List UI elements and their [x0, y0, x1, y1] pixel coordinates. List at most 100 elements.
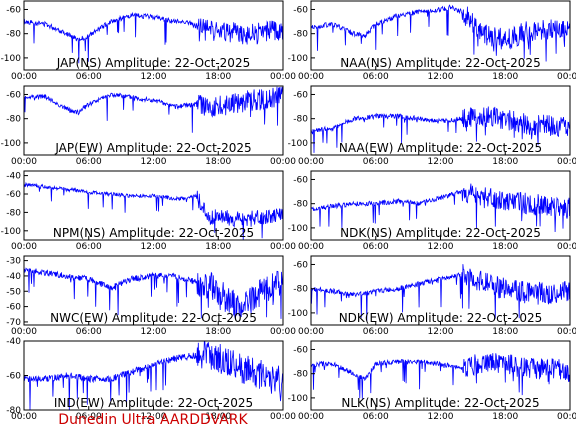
- x-tick-label: 12:00: [141, 242, 167, 252]
- x-tick-label: 00:00: [557, 157, 576, 167]
- x-tick-label: 00:00: [11, 72, 37, 82]
- x-tick-label: 06:00: [76, 242, 102, 252]
- y-tick-label: -80: [293, 30, 308, 40]
- y-tick-label: -80: [6, 406, 21, 416]
- x-tick-label: 18:00: [492, 242, 518, 252]
- x-tick-label: 18:00: [492, 412, 518, 422]
- footer-label: Dunedin Ultra AARDDVARK: [58, 412, 248, 428]
- x-tick-label: 12:00: [141, 412, 167, 422]
- series-line-7: [311, 264, 570, 322]
- x-tick-label: 00:00: [298, 412, 324, 422]
- y-tick-label: -60: [293, 5, 308, 15]
- x-tick-label: 00:00: [270, 72, 296, 82]
- y-tick-label: -100: [288, 224, 309, 234]
- y-tick-label: -100: [288, 394, 309, 404]
- series-line-1: [311, 4, 570, 62]
- y-tick-label: -40: [6, 337, 21, 347]
- y-tick-label: -100: [1, 54, 22, 64]
- x-tick-label: 00:00: [270, 157, 296, 167]
- y-tick-label: -50: [6, 287, 21, 297]
- x-tick-label: 12:00: [141, 157, 167, 167]
- x-tick-label: 00:00: [11, 412, 37, 422]
- panel-7: -100 -80 -60 00:00 06:00 12:00 18:00 00:00 NDK(E…: [288, 255, 576, 337]
- series-line-5: [311, 183, 570, 233]
- y-tick-label: -80: [293, 285, 308, 295]
- y-tick-label: -60: [6, 90, 21, 100]
- x-tick-label: 06:00: [363, 327, 389, 337]
- x-tick-label: 12:00: [428, 72, 454, 82]
- panel-2: -100 -80 -60 00:00 06:00 12:00 18:00 00:00 JAP(E…: [1, 85, 296, 167]
- panel-title: JAP(EW) Amplitude: 22-Oct-2025: [54, 141, 251, 155]
- x-tick-label: 12:00: [428, 157, 454, 167]
- y-tick-label: -100: [1, 139, 22, 149]
- x-tick-label: 00:00: [298, 242, 324, 252]
- x-tick-label: 00:00: [270, 242, 296, 252]
- x-tick-label: 00:00: [557, 327, 576, 337]
- x-tick-label: 06:00: [76, 327, 102, 337]
- series-line-4: [24, 181, 283, 240]
- x-tick-label: 18:00: [205, 242, 231, 252]
- y-tick-label: -30: [6, 257, 21, 267]
- x-tick-label: 18:00: [205, 412, 231, 422]
- x-tick-label: 00:00: [557, 412, 576, 422]
- y-tick-label: -80: [6, 208, 21, 218]
- x-tick-label: 00:00: [298, 327, 324, 337]
- x-tick-label: 00:00: [11, 242, 37, 252]
- panel-title: NPM(NS) Amplitude: 22-Oct-2025: [53, 226, 254, 240]
- y-tick-label: -100: [288, 309, 309, 319]
- x-tick-label: 00:00: [298, 72, 324, 82]
- panel-title: JAP(NS) Amplitude: 22-Oct-2025: [56, 56, 250, 70]
- x-tick-label: 12:00: [428, 412, 454, 422]
- x-tick-label: 18:00: [492, 157, 518, 167]
- x-tick-label: 06:00: [76, 157, 102, 167]
- x-tick-label: 18:00: [205, 327, 231, 337]
- y-tick-label: -60: [6, 190, 21, 200]
- x-tick-label: 12:00: [428, 327, 454, 337]
- panel-title: NDK(NS) Amplitude: 22-Oct-2025: [340, 226, 541, 240]
- y-tick-label: -60: [6, 5, 21, 15]
- series-line-6: [24, 267, 283, 319]
- x-tick-label: 12:00: [428, 242, 454, 252]
- x-tick-label: 00:00: [298, 157, 324, 167]
- x-tick-label: 06:00: [363, 412, 389, 422]
- panel-1: -100 -80 -60 00:00 06:00 12:00 18:00 00:00 NAA(N…: [288, 0, 576, 82]
- x-tick-label: 12:00: [141, 72, 167, 82]
- x-tick-label: 18:00: [492, 327, 518, 337]
- y-tick-label: -70: [6, 318, 21, 328]
- x-tick-label: 00:00: [557, 72, 576, 82]
- x-tick-label: 00:00: [270, 412, 296, 422]
- y-tick-label: -40: [6, 272, 21, 282]
- panel-title: NLK(NS) Amplitude: 22-Oct-2025: [341, 396, 539, 410]
- x-tick-label: 00:00: [270, 327, 296, 337]
- panel-0: -100 -80 -60 00:00 06:00 12:00 18:00 00:00 JAP(N…: [1, 0, 296, 82]
- x-tick-label: 06:00: [76, 72, 102, 82]
- x-tick-label: 12:00: [141, 327, 167, 337]
- y-tick-label: -40: [6, 172, 21, 182]
- y-tick-label: -80: [6, 30, 21, 40]
- y-tick-label: -80: [6, 115, 21, 125]
- panel-8: -80 -60 -40 00:00 06:00 12:00 18:00 00:00 IND(EW…: [6, 337, 296, 422]
- series-line-8: [24, 341, 283, 410]
- y-tick-label: -60: [6, 372, 21, 382]
- y-tick-label: -60: [293, 260, 308, 270]
- series-line-9: [311, 353, 570, 399]
- x-tick-label: 06:00: [363, 72, 389, 82]
- panel-5: -100 -80 -60 00:00 06:00 12:00 18:00 00:00 NDK(N…: [288, 170, 576, 252]
- series-line-0: [24, 11, 283, 64]
- y-tick-label: -60: [293, 345, 308, 355]
- panel-title: IND(EW) Amplitude: 22-Oct-2025: [54, 396, 253, 410]
- panel-4: -100 -80 -60 -40 00:00 06:00 12:00 18:00 00:00 NP…: [1, 170, 296, 252]
- y-tick-label: -80: [293, 200, 308, 210]
- x-tick-label: 06:00: [363, 242, 389, 252]
- x-tick-label: 18:00: [205, 72, 231, 82]
- x-tick-label: 00:00: [11, 157, 37, 167]
- y-tick-label: -100: [1, 227, 22, 237]
- series-line-2: [24, 86, 283, 133]
- x-tick-label: 00:00: [557, 242, 576, 252]
- y-tick-label: -80: [293, 370, 308, 380]
- y-tick-label: -80: [293, 115, 308, 125]
- x-tick-label: 06:00: [76, 412, 102, 422]
- panel-9: -100 -80 -60 00:00 06:00 12:00 18:00 00:00 NLK(N…: [288, 340, 576, 422]
